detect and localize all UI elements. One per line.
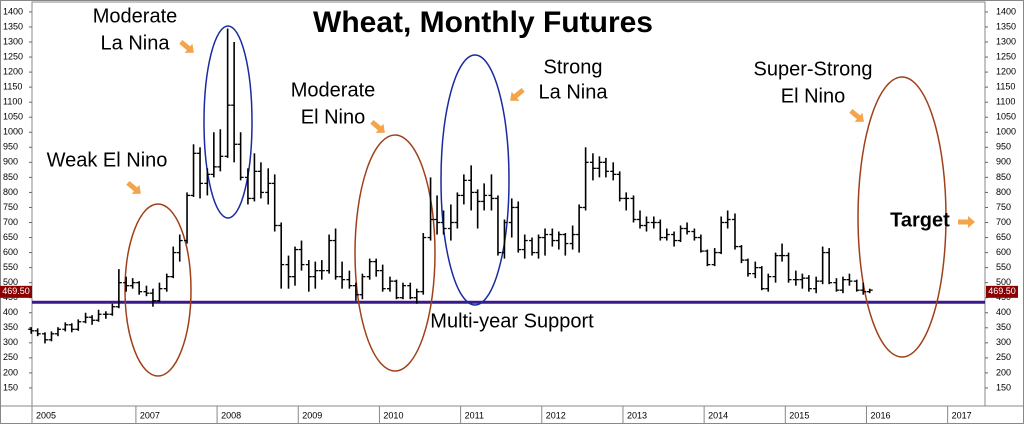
y-tick-label-right: 650 xyxy=(996,232,1011,242)
annotation: Super-Strong xyxy=(754,58,873,80)
y-tick-label: 950 xyxy=(3,142,18,152)
y-tick-label-right: 1150 xyxy=(996,82,1015,92)
annotation: Moderate xyxy=(291,79,376,101)
y-tick-label-right: 1100 xyxy=(996,97,1015,107)
y-tick-label-right: 350 xyxy=(996,322,1011,332)
y-tick-label-right: 550 xyxy=(996,262,1011,272)
y-tick-label: 900 xyxy=(3,157,18,167)
y-tick-label-right: 750 xyxy=(996,202,1011,212)
annotation: El Nino xyxy=(781,85,845,107)
y-tick-label-right: 1400 xyxy=(996,6,1016,16)
y-tick-label: 750 xyxy=(3,202,18,212)
y-tick-label: 250 xyxy=(3,352,18,362)
x-tick-label: 2012 xyxy=(546,410,566,420)
support-label: Multi-year Support xyxy=(430,310,594,332)
y-tick-label-right: 1000 xyxy=(996,127,1016,137)
x-tick-label: 2005 xyxy=(36,410,56,420)
x-tick-label: 2011 xyxy=(465,410,484,420)
annotation: Strong xyxy=(544,56,603,78)
last-price-label: 469.50 xyxy=(2,286,30,296)
y-tick-label-right: 600 xyxy=(996,247,1011,257)
y-tick-label-right: 900 xyxy=(996,157,1011,167)
x-tick-label: 2014 xyxy=(708,410,728,420)
arrow xyxy=(126,180,141,194)
highlight-ellipse xyxy=(440,54,510,306)
y-tick-label-right: 850 xyxy=(996,172,1011,182)
x-tick-label: 2009 xyxy=(302,410,322,420)
x-tick-label: 2015 xyxy=(789,410,809,420)
arrow xyxy=(958,216,975,228)
y-tick-label: 550 xyxy=(3,262,18,272)
y-tick-label-right: 1350 xyxy=(996,21,1016,31)
y-tick-label-right: 150 xyxy=(996,382,1011,392)
y-tick-label: 1250 xyxy=(3,51,23,61)
highlight-ellipse xyxy=(124,203,192,377)
x-tick-label: 2017 xyxy=(952,410,972,420)
annotation: El Nino xyxy=(301,106,365,128)
highlight-ellipse xyxy=(354,134,436,372)
y-tick-label: 1300 xyxy=(3,36,23,46)
x-tick-label: 2007 xyxy=(140,410,160,420)
y-tick-label-right: 1050 xyxy=(996,112,1016,122)
y-tick-label: 200 xyxy=(3,367,18,377)
y-tick-label: 700 xyxy=(3,217,18,227)
arrow xyxy=(510,87,525,101)
last-price-box xyxy=(0,285,32,298)
y-tick-label: 850 xyxy=(3,172,18,182)
y-tick-label: 1100 xyxy=(3,97,22,107)
y-tick-label: 1150 xyxy=(3,82,22,92)
y-tick-label-right: 1300 xyxy=(996,36,1016,46)
annotation: La Nina xyxy=(539,81,609,103)
highlight-ellipse xyxy=(857,76,947,358)
y-tick-label-right: 1200 xyxy=(996,66,1016,76)
y-tick-label: 150 xyxy=(3,382,18,392)
y-tick-label-right: 250 xyxy=(996,352,1011,362)
y-tick-label: 300 xyxy=(3,337,18,347)
y-tick-label-right: 500 xyxy=(996,277,1011,287)
y-tick-label-right: 1250 xyxy=(996,51,1016,61)
annotation: Weak El Nino xyxy=(47,149,168,171)
y-tick-label-right: 300 xyxy=(996,337,1011,347)
arrow xyxy=(179,39,194,53)
y-tick-label: 800 xyxy=(3,187,18,197)
y-tick-label: 1200 xyxy=(3,66,23,76)
y-tick-label: 500 xyxy=(3,277,18,287)
last-price-label: 469.50 xyxy=(988,286,1016,296)
highlight-ellipse xyxy=(203,25,253,219)
x-tick-label: 2013 xyxy=(627,410,647,420)
x-tick-label: 2010 xyxy=(383,410,403,420)
y-tick-label: 1350 xyxy=(3,21,23,31)
arrow xyxy=(370,119,385,133)
y-tick-label: 350 xyxy=(3,322,18,332)
y-tick-label: 1050 xyxy=(3,112,23,122)
y-tick-label-right: 950 xyxy=(996,142,1011,152)
last-price-box xyxy=(986,285,1018,298)
x-tick-label: 2008 xyxy=(221,410,241,420)
y-tick-label: 600 xyxy=(3,247,18,257)
annotation: La Nina xyxy=(101,32,171,54)
x-tick-label: 2016 xyxy=(870,410,890,420)
y-tick-label: 1400 xyxy=(3,6,23,16)
arrow xyxy=(849,108,864,122)
y-tick-label-right: 700 xyxy=(996,217,1011,227)
y-tick-label-right: 400 xyxy=(996,307,1011,317)
y-tick-label: 1000 xyxy=(3,127,23,137)
y-tick-label-right: 800 xyxy=(996,187,1011,197)
annotation: Target xyxy=(890,209,950,231)
y-tick-label: 400 xyxy=(3,307,18,317)
annotation: Moderate xyxy=(93,5,178,27)
y-tick-label-right: 200 xyxy=(996,367,1011,377)
y-tick-label: 650 xyxy=(3,232,18,242)
chart-title: Wheat, Monthly Futures xyxy=(313,6,653,39)
